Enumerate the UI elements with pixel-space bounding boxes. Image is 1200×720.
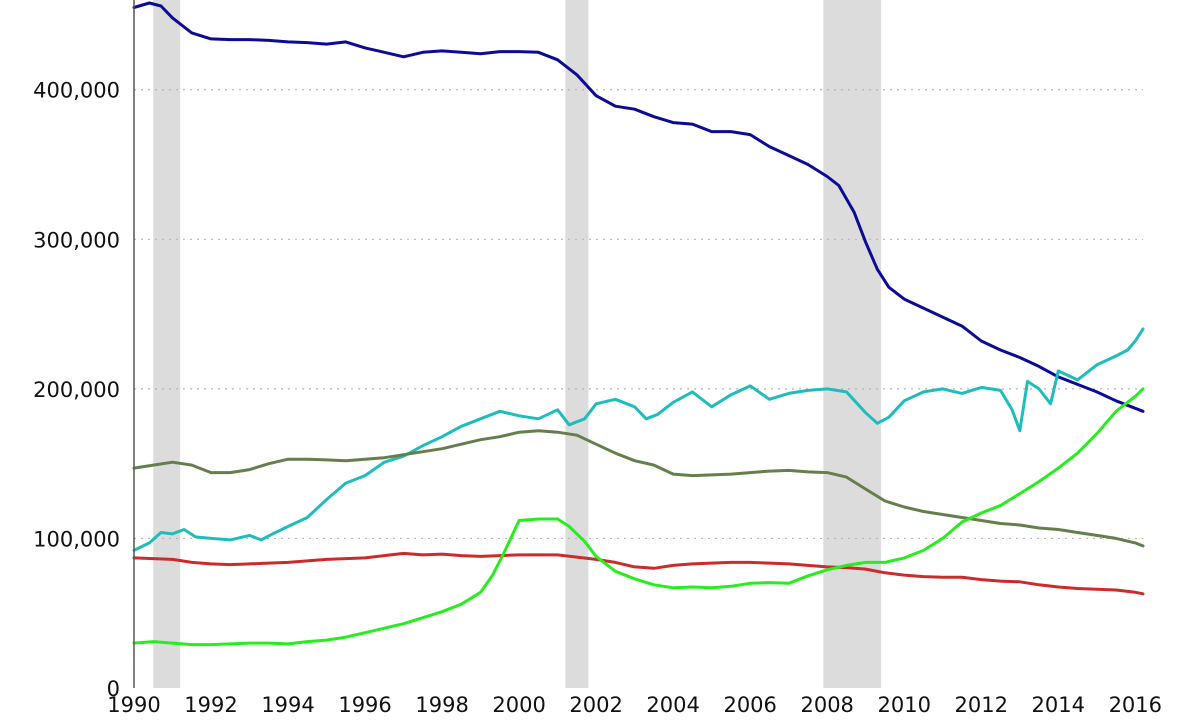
series-line-4	[132, 387, 1145, 647]
x-tick-label: 1996	[338, 693, 391, 717]
x-tick-label: 2000	[492, 693, 545, 717]
recession-band-0	[153, 0, 181, 688]
x-tick-label: 2004	[646, 693, 699, 717]
series-lines	[132, 1, 1145, 647]
x-tick-label: 1990	[107, 693, 160, 717]
y-tick-label: 100,000	[33, 527, 120, 551]
x-tick-label: 2016	[1109, 693, 1162, 717]
x-tick-label: 1992	[184, 693, 237, 717]
x-tick-label: 1998	[415, 693, 468, 717]
series-line-2	[132, 429, 1145, 548]
series-line-1	[132, 327, 1145, 552]
y-tick-label: 0	[107, 677, 120, 701]
recession-band-1	[565, 0, 589, 688]
recession-bands	[153, 0, 882, 688]
recession-band-2	[823, 0, 882, 688]
x-tick-label: 2006	[723, 693, 776, 717]
series-line-3	[132, 551, 1145, 596]
series-line-0	[132, 1, 1145, 413]
x-tick-label: 2012	[955, 693, 1008, 717]
y-gridlines	[134, 89, 1143, 540]
x-tick-label: 2014	[1032, 693, 1085, 717]
y-tick-label: 400,000	[33, 79, 120, 103]
x-tick-labels: 1990 1992 1994 1996 1998 2000 2002 2004 2006 2008…	[107, 693, 1162, 717]
x-tick-label: 2010	[878, 693, 931, 717]
x-tick-label: 1994	[261, 693, 314, 717]
y-tick-labels: 0 100,000 200,000 300,000 400,000	[33, 79, 120, 701]
y-tick-label: 200,000	[33, 378, 120, 402]
x-tick-label: 2008	[800, 693, 853, 717]
x-tick-label: 2002	[569, 693, 622, 717]
y-tick-label: 300,000	[33, 228, 120, 252]
